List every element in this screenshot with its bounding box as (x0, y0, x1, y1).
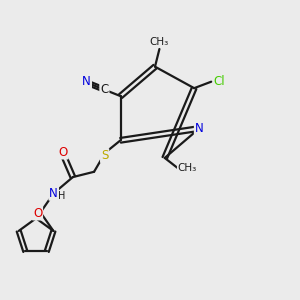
Text: O: O (33, 206, 42, 220)
Text: N: N (82, 75, 91, 88)
Text: H: H (58, 190, 66, 201)
Text: N: N (49, 187, 58, 200)
Text: CH₃: CH₃ (178, 163, 197, 173)
Text: N: N (195, 122, 203, 135)
Text: Cl: Cl (214, 75, 225, 88)
Text: CH₃: CH₃ (150, 37, 169, 46)
Text: O: O (58, 146, 68, 159)
Text: S: S (101, 149, 108, 162)
Text: C: C (100, 83, 109, 96)
